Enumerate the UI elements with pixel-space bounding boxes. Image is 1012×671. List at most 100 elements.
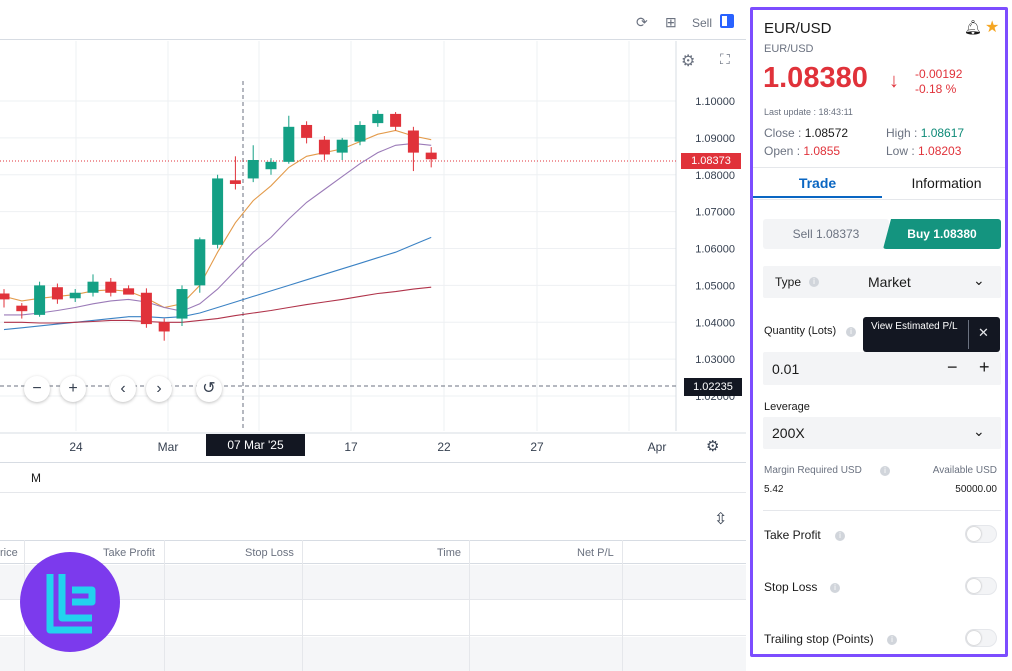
reset-chart-button[interactable]: ↺	[196, 376, 222, 402]
candle	[354, 121, 366, 146]
zoom-in-button[interactable]: +	[60, 376, 86, 402]
candle	[0, 289, 10, 308]
type-value: Market	[868, 274, 911, 290]
date-tick-label: 24	[69, 440, 83, 454]
chart-settings-icon[interactable]: ⚙	[681, 53, 696, 70]
zoom-out-button[interactable]: −	[24, 376, 50, 402]
tooltip-text: View Estimated P/L	[871, 321, 958, 332]
symbol-subtitle: EUR/USD	[764, 43, 814, 55]
open-stat: Open : 1.0855	[764, 144, 841, 158]
candle	[407, 126, 419, 172]
candle	[336, 137, 348, 160]
trailing-stop-toggle[interactable]	[965, 629, 997, 647]
tab-trade[interactable]: Trade	[753, 168, 882, 198]
candle	[176, 285, 188, 326]
trailing-stop-info-icon[interactable]: i	[887, 635, 897, 645]
quantity-info-icon[interactable]: i	[846, 327, 856, 337]
bottom-section: M ⇳ rice Take Profit Stop Loss Time Net …	[0, 462, 746, 671]
current-price: 1.08380	[763, 62, 868, 94]
candle	[87, 274, 99, 297]
interval-label[interactable]: M	[31, 471, 41, 485]
low-stat: Low : 1.08203	[886, 144, 962, 158]
price-tick-label: 1.03000	[695, 354, 735, 366]
candle	[158, 318, 170, 341]
header-take-profit: Take Profit	[103, 547, 155, 559]
stop-loss-info-icon[interactable]: i	[830, 583, 840, 593]
header-time: Time	[437, 547, 462, 559]
chevron-down-icon: ⌄	[973, 423, 985, 439]
buy-button[interactable]: Buy 1.08380	[883, 219, 1001, 249]
tab-information[interactable]: Information	[911, 175, 982, 191]
scroll-left-button[interactable]: ‹	[110, 376, 136, 402]
refresh-icon[interactable]: ⟳	[636, 14, 648, 30]
chevron-down-icon: ⌄	[973, 272, 985, 288]
price-chart[interactable]: 1.10000 1.09000 1.08000 1.07000 1.06000 1.050…	[0, 41, 746, 461]
date-tick-label: 17	[344, 440, 358, 454]
close-stat: Close : 1.08572	[764, 126, 849, 140]
star-icon[interactable]: ★	[985, 19, 1000, 36]
table-header: rice Take Profit Stop Loss Time Net P/L	[0, 540, 746, 564]
price-tick-label: 1.09000	[695, 133, 735, 145]
date-tick-label: Mar	[158, 440, 179, 454]
available-value: 50000.00	[955, 484, 997, 495]
estimated-pl-tooltip[interactable]: View Estimated P/L ✕	[863, 317, 1000, 352]
candle	[301, 121, 313, 144]
moving-average-line	[4, 286, 432, 324]
quantity-value[interactable]: 0.01	[772, 361, 800, 377]
moving-average-line	[4, 142, 432, 316]
candle	[140, 288, 152, 328]
bell-icon[interactable]: 🔔︎	[964, 19, 982, 35]
price-tick-label: 1.05000	[695, 280, 735, 292]
crosshair-date-label: 07 Mar '25	[206, 434, 305, 456]
close-icon[interactable]: ✕	[978, 325, 989, 340]
candle	[247, 145, 259, 183]
leverage-select[interactable]: 200X ⌄	[763, 417, 1001, 449]
header-net-pl: Net P/L	[577, 547, 614, 559]
minus-icon[interactable]: −	[947, 357, 958, 377]
leverage-label: Leverage	[764, 401, 810, 413]
panel-toggle-icon[interactable]	[720, 14, 734, 28]
take-profit-toggle[interactable]	[965, 525, 997, 543]
current-price-label: 1.08373	[681, 153, 741, 169]
take-profit-label: Take Profit	[764, 528, 821, 542]
fullscreen-icon[interactable]: ⛶	[720, 51, 730, 67]
margin-value: 5.42	[764, 484, 784, 495]
low-value: 1.08203	[918, 144, 962, 158]
stop-loss-toggle[interactable]	[965, 577, 997, 595]
sell-button[interactable]: Sell 1.08373	[763, 219, 889, 249]
candle	[69, 289, 81, 302]
margin-label: Margin Required USD	[764, 465, 862, 476]
positions-table: rice Take Profit Stop Loss Time Net P/L	[0, 540, 746, 671]
chart-canvas[interactable]: 1.10000 1.09000 1.08000 1.07000 1.06000 1.050…	[0, 41, 746, 461]
date-tick-label: 22	[437, 440, 451, 454]
table-row	[0, 637, 746, 671]
candle	[16, 303, 28, 319]
change-percent: -0.18 %	[915, 82, 957, 96]
plus-icon[interactable]: +	[979, 357, 990, 377]
chart-toolbar: ⟳ ⊞ Sell	[0, 0, 746, 40]
candle	[318, 136, 330, 160]
leverage-value: 200X	[772, 425, 805, 441]
axis-settings-icon[interactable]: ⚙	[706, 438, 720, 455]
candle	[212, 174, 224, 249]
quantity-stepper[interactable]: 0.01 − +	[763, 352, 1001, 385]
candle	[123, 285, 135, 295]
scroll-right-button[interactable]: ›	[146, 376, 172, 402]
table-row	[0, 565, 746, 600]
price-tick-label: 1.04000	[695, 317, 735, 329]
price-down-arrow-icon: ↓	[889, 70, 899, 92]
margin-info-icon[interactable]: i	[880, 466, 890, 476]
take-profit-info-icon[interactable]: i	[835, 531, 845, 541]
grid-layout-icon[interactable]: ⊞	[665, 14, 677, 30]
fit-to-screen-icon[interactable]: ⇳	[714, 511, 728, 528]
open-value: 1.0855	[803, 144, 841, 158]
price-tick-label: 1.06000	[695, 244, 735, 256]
last-update: Last update : 18:43:11	[764, 107, 853, 117]
order-type-select[interactable]: Type i Market ⌄	[763, 266, 1001, 298]
sell-toggle-label[interactable]: Sell	[692, 16, 713, 30]
close-value: 1.08572	[804, 126, 849, 140]
candle	[265, 158, 277, 175]
symbol-title: EUR/USD	[764, 20, 832, 37]
header-price: rice	[0, 547, 18, 559]
type-info-icon[interactable]: i	[809, 277, 819, 287]
